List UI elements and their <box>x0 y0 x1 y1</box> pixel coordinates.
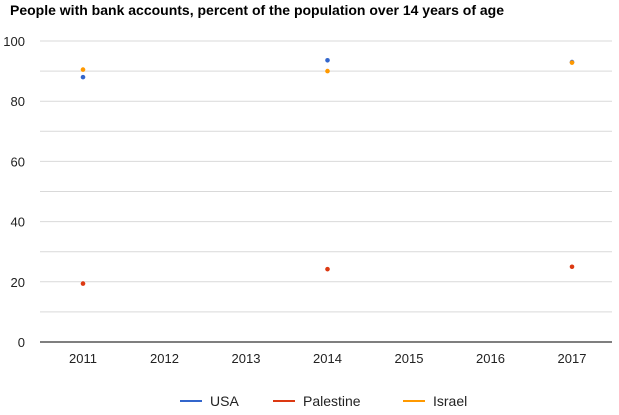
legend-label-israel: Israel <box>433 393 467 409</box>
y-tick-label: 0 <box>18 335 25 350</box>
data-point-palestine <box>325 266 330 272</box>
x-tick-label: 2017 <box>558 351 587 366</box>
x-tick-label: 2015 <box>395 351 424 366</box>
x-tick-label: 2014 <box>313 351 342 366</box>
legend-label-palestine: Palestine <box>303 393 361 409</box>
data-point-israel <box>80 67 86 72</box>
data-points <box>80 57 575 286</box>
data-point-israel <box>569 60 575 65</box>
y-tick-label: 60 <box>11 154 25 169</box>
x-tick-label: 2011 <box>69 351 97 366</box>
data-point-israel <box>325 68 330 74</box>
legend-label-usa: USA <box>210 393 239 409</box>
y-tick-label: 20 <box>11 275 25 290</box>
x-axis-labels: 2011 2012 2013 2014 2015 2016 2017 <box>69 351 586 366</box>
data-point-palestine <box>80 281 86 286</box>
data-point-usa <box>80 74 86 80</box>
x-tick-label: 2016 <box>476 351 505 366</box>
x-tick-label: 2012 <box>150 351 179 366</box>
data-point-palestine <box>569 264 575 270</box>
y-axis-labels: 0 20 40 60 80 100 <box>3 34 25 350</box>
y-tick-label: 80 <box>11 94 25 109</box>
data-point-usa <box>325 57 330 63</box>
chart-title: People with bank accounts, percent of th… <box>10 2 504 18</box>
x-tick-label: 2013 <box>232 351 261 366</box>
gridlines <box>40 40 612 343</box>
legend: USA Palestine Israel <box>180 393 467 409</box>
y-tick-label: 100 <box>3 34 25 49</box>
y-tick-label: 40 <box>11 215 25 230</box>
